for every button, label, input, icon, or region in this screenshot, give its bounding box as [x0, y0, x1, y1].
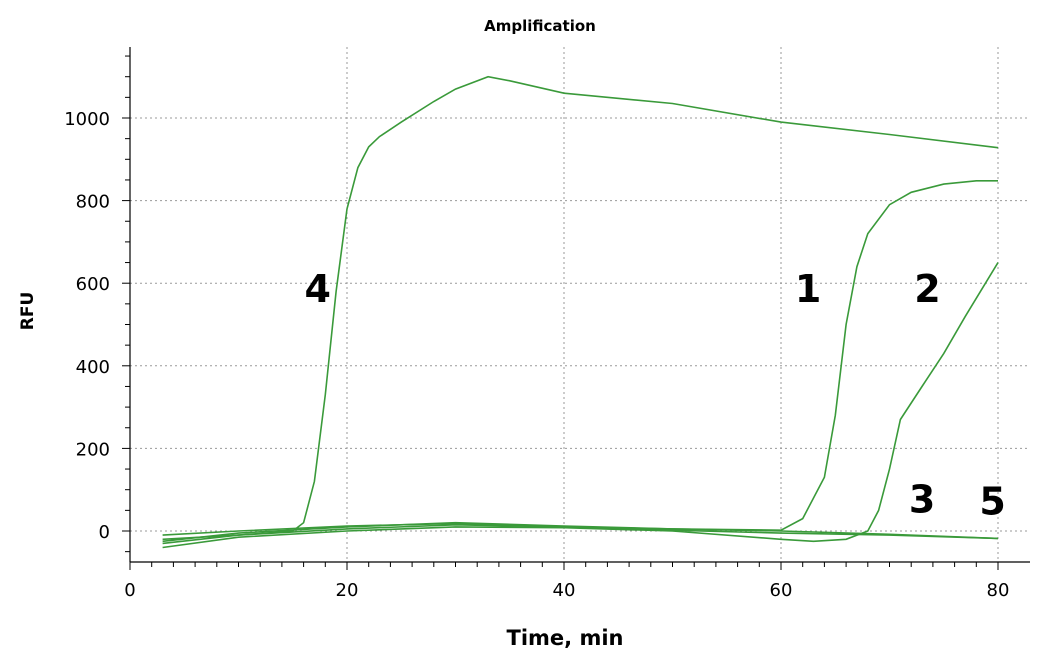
y-tick-label-400: 400 [76, 357, 110, 378]
series-line-2 [162, 262, 999, 549]
series-line-4 [162, 75, 999, 541]
grid-lines [130, 47, 1030, 562]
x-tick-label-80: 80 [987, 580, 1010, 601]
series-layer [162, 75, 999, 549]
x-tick-label-20: 20 [336, 580, 359, 601]
x-tick-label-40: 40 [553, 580, 576, 601]
y-tick-label-1000: 1000 [64, 109, 110, 130]
x-tick-label-0: 0 [124, 580, 135, 601]
y-tick-label-800: 800 [76, 192, 110, 213]
curve-labels: 4 1 2 3 5 [304, 267, 1005, 524]
curve-label-4: 4 [304, 267, 330, 311]
series-line-1 [162, 180, 998, 545]
curve-label-5: 5 [979, 479, 1005, 523]
y-axis-label: RFU [18, 292, 38, 331]
x-tick-label-60: 60 [770, 580, 793, 601]
chart-title: Amplification [484, 17, 596, 35]
y-tick-label-0: 0 [99, 522, 110, 543]
x-axis-label: Time, min [507, 626, 624, 650]
curve-label-3: 3 [909, 477, 935, 521]
y-tick-label-200: 200 [76, 439, 110, 460]
y-tick-label-600: 600 [76, 274, 110, 295]
curve-label-1: 1 [795, 267, 821, 311]
series-line-3 [162, 521, 999, 543]
curve-label-2: 2 [914, 267, 940, 311]
series-line-5 [162, 522, 999, 540]
axes [122, 47, 1030, 570]
